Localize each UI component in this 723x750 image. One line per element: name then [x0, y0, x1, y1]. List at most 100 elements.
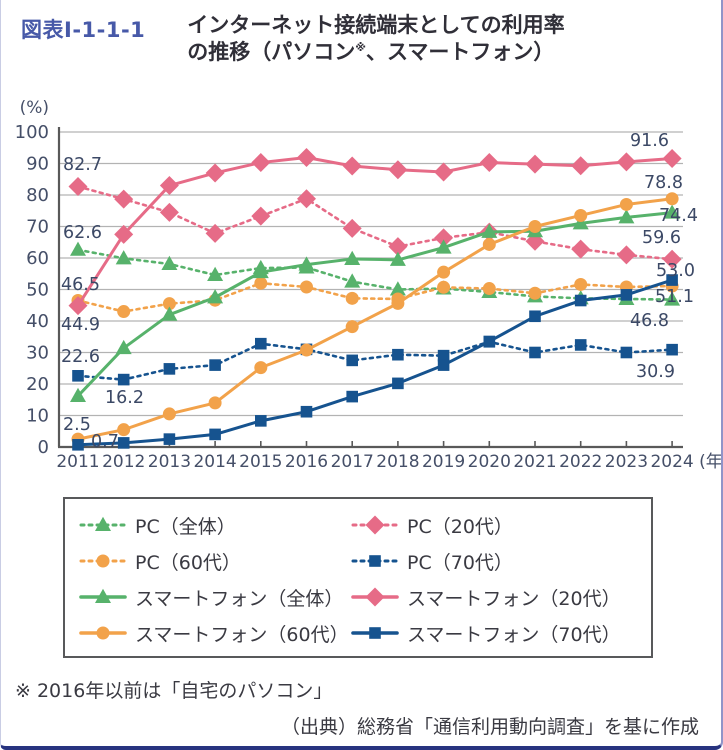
series-marker-pc_all-2018 [389, 281, 406, 296]
series-marker-pc_70-2015 [255, 337, 267, 350]
series-line-sp_70 [76, 278, 674, 447]
series-marker-pc_60-2012 [117, 305, 131, 319]
point-label-91.6: 91.6 [630, 131, 669, 151]
series-marker-sp_20-2012 [114, 224, 134, 244]
series-marker-sp_60-2014 [208, 396, 222, 410]
series-marker-pc_70-2013 [163, 363, 176, 375]
chart-footnote: ※ 2016年以前は「自宅のパソコン」 [15, 680, 333, 702]
series-marker-sp_70-2023 [620, 289, 633, 301]
legend-label-sp_60: スマートフォン（60代） [135, 623, 349, 646]
series-marker-pc_20-2015 [251, 206, 271, 226]
legend-item-sp_60: スマートフォン（60代） [79, 620, 351, 647]
series-marker-sp_all-2017 [344, 250, 361, 265]
series-marker-sp_60-2013 [162, 407, 176, 421]
series-marker-pc_20-2017 [342, 218, 362, 238]
point-label-74.4: 74.4 [659, 206, 698, 226]
legend-marker-circle-icon [79, 554, 127, 568]
series-marker-pc_all-2017 [344, 273, 361, 288]
series-marker-sp_60-2020 [482, 237, 496, 251]
series-marker-sp_20-2018 [388, 160, 408, 180]
series-marker-sp_70-2017 [346, 390, 358, 403]
legend-item-sp_20: スマートフォン（20代） [351, 584, 645, 611]
series-marker-sp_all-2024 [664, 204, 681, 219]
point-label-0.7: 0.7 [91, 432, 119, 452]
series-marker-pc_70-2021 [529, 346, 541, 359]
series-marker-pc_20-2014 [205, 223, 225, 243]
legend-marker-square-icon [351, 627, 399, 639]
series-marker-sp_60-2022 [574, 208, 588, 222]
legend-marker-diamond-icon [351, 587, 399, 607]
series-marker-sp_70-2012 [117, 437, 130, 449]
point-label-78.8: 78.8 [644, 173, 683, 193]
point-label-44.9: 44.9 [61, 315, 100, 335]
x-tick-label-2018: 2018 [376, 452, 419, 472]
series-marker-sp_all-2014 [207, 289, 224, 304]
series-marker-sp_60-2012 [117, 423, 131, 437]
series-marker-sp_70-2024 [666, 274, 678, 286]
y-tick-label-70: 70 [26, 217, 49, 238]
series-marker-pc_all-2013 [161, 255, 178, 270]
legend-marker-triangle-icon [79, 516, 127, 531]
x-tick-label-2019: 2019 [422, 452, 465, 472]
legend-grid: PC（全体） PC（20代） PC（60代） PC（70代） スマートフォン（全体） スマ… [79, 507, 645, 650]
series-marker-pc_60-2021 [528, 286, 542, 300]
series-marker-sp_20-2019 [434, 162, 454, 182]
series-marker-pc_60-2019 [437, 280, 451, 294]
legend-marker-circle-icon [79, 626, 127, 640]
point-label-59.6: 59.6 [642, 228, 681, 248]
series-marker-sp_all-2019 [435, 239, 452, 254]
y-axis-unit-label: (%) [20, 98, 49, 118]
series-marker-sp_20-2011 [68, 296, 88, 316]
series-marker-sp_20-2022 [571, 156, 591, 176]
series-marker-pc_60-2017 [345, 291, 359, 305]
series-marker-sp_60-2015 [254, 361, 268, 375]
series-marker-sp_60-2019 [437, 265, 451, 279]
series-marker-sp_all-2015 [252, 263, 269, 279]
point-label-22.6: 22.6 [61, 347, 100, 367]
series-marker-pc_70-2017 [346, 354, 358, 367]
series-marker-pc_20-2022 [571, 239, 591, 259]
legend-item-sp_all: スマートフォン（全体） [79, 584, 351, 611]
series-marker-pc_20-2012 [114, 189, 134, 209]
series-marker-pc_60-2020 [482, 282, 496, 296]
y-tick-label-50: 50 [26, 280, 49, 301]
series-line-pc_70 [76, 340, 674, 381]
point-label-16.2: 16.2 [105, 388, 144, 408]
series-marker-pc_70-2011 [72, 370, 84, 382]
series-marker-sp_all-2023 [618, 209, 635, 224]
series-marker-pc_20-2024 [662, 249, 682, 269]
legend-item-pc_20: PC（20代） [351, 512, 645, 539]
figure-title: インターネット接続端末としての利用率 の推移（パソコン※、スマートフォン） [187, 12, 564, 66]
figure-number-label: 図表Ⅰ-1-1-1 [21, 18, 146, 42]
y-tick-label-60: 60 [26, 248, 49, 269]
series-marker-sp_20-2024 [662, 148, 682, 168]
series-marker-sp_all-2016 [298, 256, 315, 271]
point-label-2.5: 2.5 [63, 415, 91, 435]
series-marker-pc_60-2022 [574, 277, 588, 291]
point-label-46.8: 46.8 [630, 311, 669, 331]
series-marker-pc_70-2023 [620, 346, 633, 359]
series-marker-sp_70-2014 [209, 428, 221, 441]
point-label-82.7: 82.7 [63, 155, 102, 175]
legend-marker-diamond-icon [351, 515, 399, 535]
series-marker-sp_20-2023 [616, 152, 636, 172]
series-marker-sp_60-2016 [300, 343, 313, 357]
chart-legend: PC（全体） PC（20代） PC（60代） PC（70代） スマートフォン（全体） スマ… [63, 497, 653, 658]
x-tick-label-2012: 2012 [102, 452, 145, 472]
series-marker-sp_70-2016 [300, 405, 313, 418]
x-tick-label-2016: 2016 [285, 452, 328, 472]
figure-header: 図表Ⅰ-1-1-1 インターネット接続端末としての利用率 の推移（パソコン※、ス… [21, 12, 707, 66]
legend-label-pc_all: PC（全体） [135, 515, 236, 538]
legend-item-pc_all: PC（全体） [79, 512, 351, 539]
series-marker-pc_all-2024 [664, 291, 681, 306]
series-marker-sp_all-2022 [572, 215, 589, 230]
series-marker-sp_70-2018 [392, 377, 404, 390]
series-line-sp_60 [76, 197, 674, 441]
x-tick-label-2014: 2014 [193, 452, 236, 472]
figure-title-line2-post: 、スマートフォン） [366, 39, 555, 64]
x-tick-label-2022: 2022 [559, 452, 602, 472]
series-marker-sp_60-2021 [528, 220, 542, 233]
series-marker-pc_20-2019 [434, 228, 454, 248]
